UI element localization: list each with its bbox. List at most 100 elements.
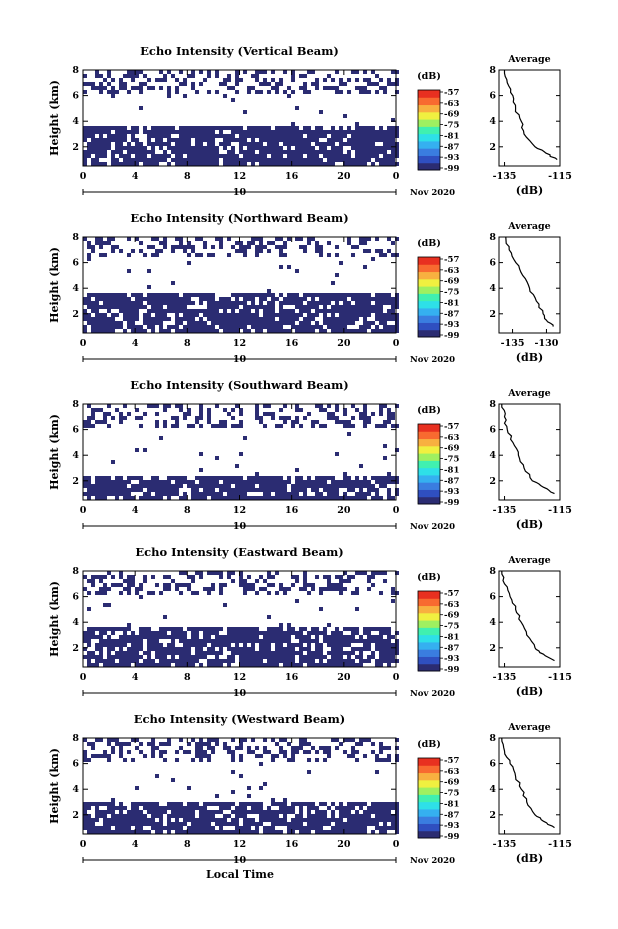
echo-cell — [279, 655, 283, 659]
echo-cell — [123, 313, 127, 317]
echo-cell — [223, 138, 227, 142]
echo-cell — [279, 154, 283, 158]
echo-cell — [115, 651, 119, 655]
echo-cell — [171, 655, 175, 659]
echo-cell — [151, 746, 155, 750]
echo-cell — [163, 130, 167, 134]
echo-cell — [239, 635, 243, 639]
echo-cell — [127, 253, 131, 257]
echo-cell — [131, 329, 135, 333]
echo-cell — [223, 424, 227, 428]
echo-cell — [175, 317, 179, 321]
echo-cell — [155, 404, 159, 408]
echo-cell — [351, 806, 355, 810]
echo-cell — [263, 325, 267, 329]
echo-cell — [155, 814, 159, 818]
echo-cell — [99, 293, 103, 297]
echo-cell — [127, 325, 131, 329]
echo-cell — [131, 647, 135, 651]
echo-cell — [171, 488, 175, 492]
echo-cell — [307, 321, 311, 325]
echo-cell — [243, 635, 247, 639]
echo-cell — [275, 237, 279, 241]
echo-cell — [383, 150, 387, 154]
echo-cell — [87, 591, 91, 595]
echo-cell — [235, 158, 239, 162]
echo-cell — [295, 154, 299, 158]
echo-cell — [195, 293, 199, 297]
echo-cell — [275, 146, 279, 150]
echo-cell — [131, 758, 135, 762]
echo-cell — [335, 480, 339, 484]
echo-cell — [271, 329, 275, 333]
colorbar-segment — [418, 779, 440, 788]
echo-cell — [375, 770, 379, 774]
echo-cell — [287, 647, 291, 651]
echo-cell — [147, 492, 151, 496]
echo-cell — [295, 317, 299, 321]
echo-cell — [131, 651, 135, 655]
echo-cell — [259, 90, 263, 94]
echo-cell — [315, 830, 319, 834]
echo-cell — [179, 496, 183, 500]
echo-cell — [151, 480, 155, 484]
echo-cell — [87, 818, 91, 822]
echo-cell — [255, 237, 259, 241]
colorbar-tick-label: -57 — [444, 589, 459, 599]
average-profile-line — [501, 404, 555, 495]
echo-cell — [339, 826, 343, 830]
echo-cell — [363, 639, 367, 643]
echo-cell — [135, 126, 139, 130]
echo-cell — [179, 746, 183, 750]
echo-cell — [155, 631, 159, 635]
echo-cell — [107, 309, 111, 313]
echo-cell — [131, 301, 135, 305]
echo-cell — [91, 245, 95, 249]
echo-cell — [179, 591, 183, 595]
echo-cell — [219, 802, 223, 806]
echo-cell — [351, 591, 355, 595]
echo-cell — [375, 329, 379, 333]
echo-cell — [143, 126, 147, 130]
echo-cell — [291, 488, 295, 492]
echo-cell — [103, 420, 107, 424]
echo-cell — [299, 810, 303, 814]
echo-cell — [347, 738, 351, 742]
echo-cell — [259, 134, 263, 138]
echo-cell — [383, 130, 387, 134]
echo-cell — [191, 82, 195, 86]
echo-cell — [239, 651, 243, 655]
echo-cell — [171, 301, 175, 305]
echo-cell — [175, 142, 179, 146]
echo-cell — [187, 150, 191, 154]
echo-cell — [379, 746, 383, 750]
echo-cell — [339, 583, 343, 587]
echo-cell — [171, 651, 175, 655]
echo-cell — [287, 655, 291, 659]
echo-cell — [315, 635, 319, 639]
echo-cell — [387, 627, 391, 631]
echo-cell — [395, 826, 399, 830]
echo-cell — [99, 82, 103, 86]
echo-cell — [375, 802, 379, 806]
echo-cell — [103, 142, 107, 146]
echo-cell — [123, 146, 127, 150]
echo-cell — [95, 802, 99, 806]
echo-cell — [111, 313, 115, 317]
echo-cell — [271, 416, 275, 420]
echo-cell — [167, 802, 171, 806]
echo-cell — [231, 146, 235, 150]
echo-cell — [275, 591, 279, 595]
echo-cell — [131, 822, 135, 826]
echo-cell — [287, 293, 291, 297]
echo-cell — [375, 488, 379, 492]
echo-cell — [167, 317, 171, 321]
echo-cell — [247, 90, 251, 94]
echo-cell — [331, 643, 335, 647]
echo-cell — [123, 651, 127, 655]
echo-cell — [275, 651, 279, 655]
echo-cell — [203, 806, 207, 810]
echo-cell — [359, 154, 363, 158]
echo-cell — [363, 814, 367, 818]
echo-cell — [119, 297, 123, 301]
